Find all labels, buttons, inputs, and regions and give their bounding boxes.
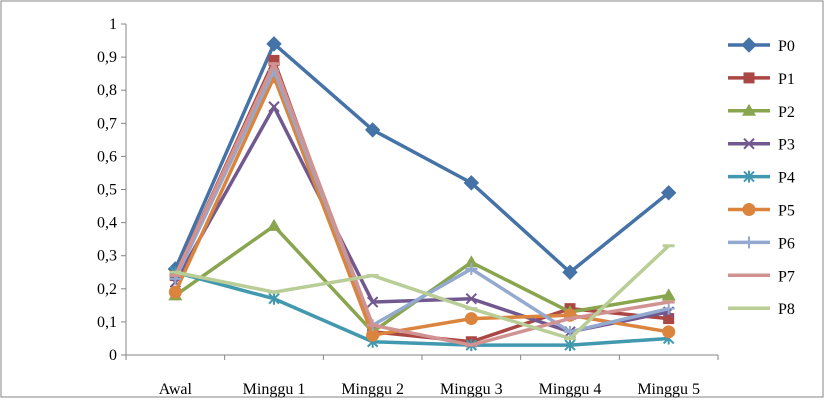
data-point-p0 — [364, 122, 381, 138]
series-line-p0 — [173, 42, 670, 274]
data-point-p3 — [465, 293, 478, 305]
legend-label: P8 — [778, 301, 795, 318]
x-tick-label: Minggu 1 — [243, 381, 306, 398]
y-tick-label: 0,5 — [97, 182, 117, 199]
data-point-p0 — [562, 264, 578, 280]
y-tick-label: 0 — [109, 347, 117, 364]
y-tick-label: 0,2 — [97, 281, 117, 298]
x-tick-label: Awal — [159, 381, 193, 398]
legend-item-p5: P5 — [728, 203, 795, 220]
data-point-p4 — [268, 292, 280, 305]
data-point-p0 — [463, 175, 480, 191]
data-point-p6 — [564, 325, 576, 338]
y-tick-label: 1 — [109, 16, 117, 33]
y-tick-label: 0,1 — [97, 314, 117, 331]
data-point-p6 — [465, 262, 478, 275]
y-tick-label: 0,7 — [97, 115, 117, 132]
legend-label: P2 — [778, 104, 795, 121]
data-point-p5 — [168, 285, 182, 299]
series-line-p7 — [173, 61, 669, 347]
data-point-p2 — [267, 218, 281, 231]
legend-item-p1: P1 — [728, 71, 795, 88]
x-tick-label: Minggu 4 — [539, 381, 602, 398]
legend-item-p3: P3 — [728, 137, 795, 154]
y-tick-label: 0,8 — [97, 82, 117, 99]
series-p7 — [169, 61, 675, 347]
legend-item-p4: P4 — [728, 170, 795, 187]
series-line-p4 — [174, 270, 669, 347]
series-line-p6 — [173, 68, 670, 334]
data-point-p1 — [268, 54, 280, 66]
legend-marker — [742, 103, 756, 116]
data-point-p5 — [366, 328, 380, 342]
legend-label: P6 — [778, 235, 795, 252]
data-point-p6 — [662, 302, 675, 315]
legend-marker — [742, 203, 756, 216]
series-p8 — [169, 244, 675, 341]
legend-label: P5 — [778, 203, 795, 220]
y-tick-label: 0,3 — [97, 248, 117, 265]
legend-label: P4 — [778, 170, 795, 187]
legend-marker — [741, 37, 757, 53]
legend-label: P1 — [778, 71, 795, 88]
data-point-p0 — [660, 185, 677, 201]
legend: P0 P1 P2 P3 P4 P5 P6 P7 P8 — [728, 37, 795, 318]
plot-area: 0 0,1 0,2 0,3 0,4 0,5 0,6 0,7 0,8 0,9 1 Awal Minggu … — [97, 16, 719, 398]
data-point-p3 — [366, 296, 379, 308]
legend-item-p2: P2 — [728, 103, 795, 121]
data-point-p4 — [564, 339, 576, 352]
series-line-p5 — [173, 75, 669, 337]
data-point-p2 — [661, 288, 676, 301]
x-tick-label: Minggu 5 — [637, 381, 700, 398]
y-tick-label: 0,9 — [97, 49, 117, 66]
y-tick-label: 0,6 — [97, 148, 117, 165]
data-point-p0 — [266, 36, 282, 52]
y-tick-label: 0,4 — [97, 215, 117, 232]
x-tick-label: Minggu 3 — [440, 381, 503, 398]
data-point-p5 — [662, 325, 676, 339]
legend-label: P3 — [778, 137, 795, 154]
series-line-p8 — [174, 244, 670, 341]
legend-marker — [743, 170, 755, 183]
legend-marker — [743, 236, 755, 249]
legend-marker — [743, 72, 755, 84]
legend-marker — [743, 137, 755, 150]
legend-label: P7 — [778, 268, 795, 285]
x-tick-label: Minggu 2 — [341, 381, 404, 398]
legend-label: P0 — [778, 38, 795, 55]
data-point-p3 — [268, 101, 280, 113]
data-point-p1 — [663, 313, 675, 325]
legend-item-p8: P8 — [728, 301, 795, 318]
data-point-p2 — [464, 255, 479, 268]
legend-item-p7: P7 — [728, 268, 795, 285]
legend-item-p0: P0 — [728, 37, 795, 55]
legend-item-p6: P6 — [728, 235, 795, 252]
data-point-p5 — [464, 312, 478, 326]
